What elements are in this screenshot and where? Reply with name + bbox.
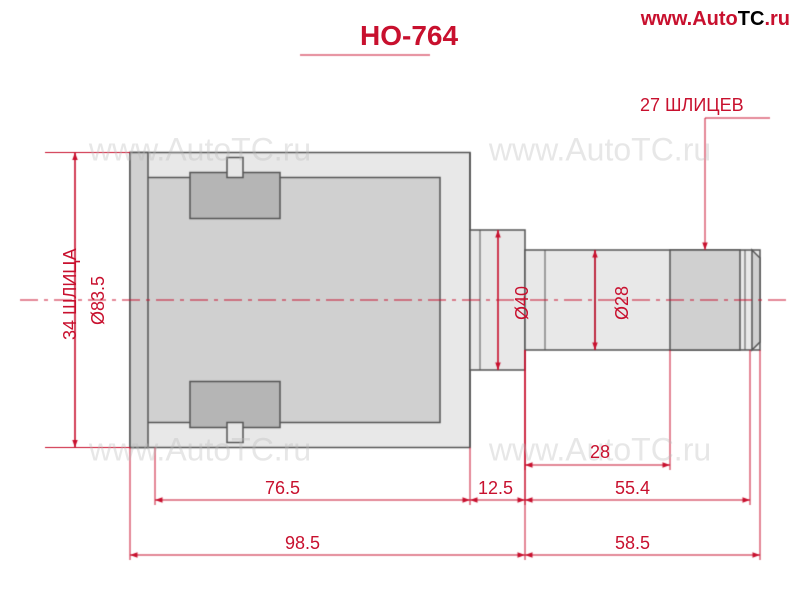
left-diameter-label: Ø83.5 <box>88 276 109 325</box>
len-body-label: 76.5 <box>265 478 300 499</box>
drawing-canvas <box>0 0 800 600</box>
url-prefix: www.Auto <box>641 8 738 30</box>
right-splines-label: 27 ШЛИЦЕВ <box>640 95 744 116</box>
part-number-title: HO-764 <box>360 20 458 52</box>
len-groove-label: 12.5 <box>478 478 513 499</box>
site-url: www.AutoTC.ru <box>641 8 790 31</box>
url-suffix: .ru <box>764 8 790 30</box>
len-right-total-label: 58.5 <box>615 533 650 554</box>
len-shaft-label: 55.4 <box>615 478 650 499</box>
d28-label: Ø28 <box>612 286 633 320</box>
url-tc: TC <box>738 8 765 30</box>
len-shaft-step-label: 28 <box>590 442 610 463</box>
left-splines-label: 34 ШЛИЦА <box>60 248 81 340</box>
len-left-total-label: 98.5 <box>285 533 320 554</box>
d40-label: Ø40 <box>512 286 533 320</box>
